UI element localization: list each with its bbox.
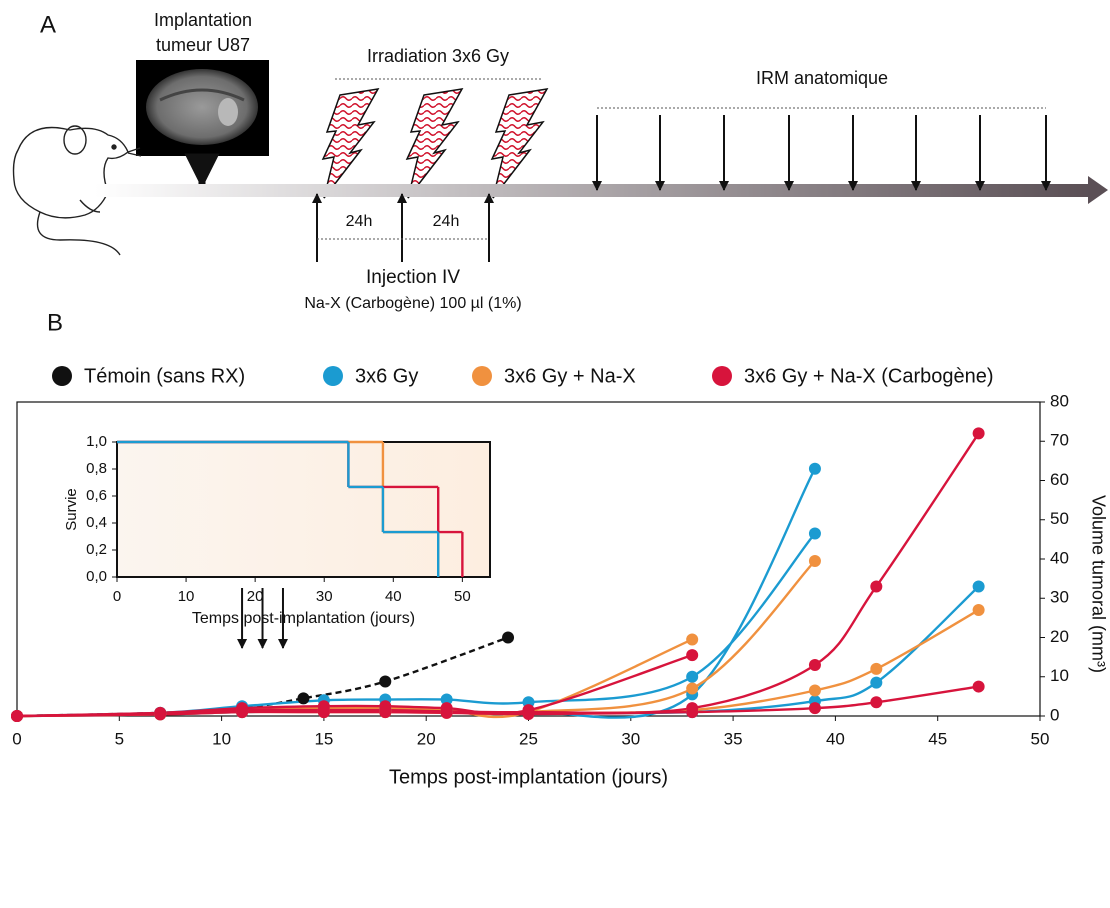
mri-label: IRM anatomique [756, 68, 888, 88]
x-tick-label: 5 [115, 729, 124, 748]
y-tick-label: 0,4 [86, 514, 107, 531]
legend-marker [52, 366, 72, 386]
data-point [870, 676, 883, 689]
y-tick-label: 70 [1050, 431, 1069, 450]
data-point [686, 682, 699, 695]
y-tick-label: 20 [1050, 627, 1069, 646]
y-tick-label: 60 [1050, 470, 1069, 489]
legend-marker [323, 366, 343, 386]
x-tick-label: 10 [178, 588, 195, 605]
y-tick-label: 0,8 [86, 460, 107, 477]
implant-title: tumeur U87 [156, 35, 250, 55]
data-point [808, 554, 821, 567]
x-tick-label: 50 [1031, 729, 1050, 748]
y-tick-label: 30 [1050, 588, 1069, 607]
plot-frame [116, 441, 491, 578]
data-point [972, 680, 985, 693]
injection-title: Injection IV [366, 267, 460, 288]
data-point [870, 580, 883, 593]
irradiation-label: Irradiation 3x6 Gy [367, 46, 509, 66]
legend-marker [472, 366, 492, 386]
y-tick-label: 1,0 [86, 433, 107, 450]
data-point [686, 633, 699, 646]
legend-label: 3x6 Gy + Na-X (Carbogène) [744, 365, 994, 387]
implant-title: Implantation [154, 10, 252, 30]
data-point [502, 631, 515, 644]
y-axis-label: Volume tumoral (mm³) [1088, 495, 1108, 673]
x-tick-label: 25 [519, 729, 538, 748]
data-point [522, 708, 535, 721]
x-tick-label: 20 [417, 729, 436, 748]
x-tick-label: 30 [621, 729, 640, 748]
data-point [440, 706, 453, 719]
x-tick-label: 50 [454, 588, 471, 605]
data-point [972, 427, 985, 440]
mri-image [136, 60, 269, 156]
y-tick-label: 80 [1050, 391, 1069, 410]
panel-label: A [40, 11, 56, 38]
data-point [808, 658, 821, 671]
y-tick-label: 10 [1050, 666, 1069, 685]
data-point [236, 706, 249, 719]
data-point [972, 604, 985, 617]
irradiation-bolt [491, 88, 548, 199]
data-point [379, 706, 392, 719]
y-tick-label: 0,2 [86, 541, 107, 558]
x-tick-label: 0 [12, 729, 21, 748]
legend-label: 3x6 Gy [355, 365, 418, 387]
y-axis-label: Survie [63, 488, 80, 531]
data-point [808, 527, 821, 540]
x-tick-label: 40 [826, 729, 845, 748]
data-point [870, 696, 883, 709]
mouse [12, 125, 142, 256]
panel-label: B [47, 309, 63, 336]
y-tick-label: 40 [1050, 548, 1069, 567]
irradiation-bolt [406, 88, 463, 199]
x-tick-label: 15 [314, 729, 333, 748]
data-point [379, 675, 392, 688]
legend-label: 3x6 Gy + Na-X [504, 365, 636, 387]
data-point [11, 710, 23, 722]
x-tick-label: 0 [113, 588, 121, 605]
data-point [686, 649, 699, 662]
interval-label: 24h [346, 213, 373, 230]
data-point [686, 706, 699, 719]
data-point [808, 684, 821, 697]
x-tick-label: 10 [212, 729, 231, 748]
data-point [297, 692, 310, 705]
data-point [870, 662, 883, 675]
injection-arrows [312, 193, 494, 262]
x-tick-label: 40 [385, 588, 402, 605]
y-tick-label: 0,6 [86, 487, 107, 504]
data-point [972, 580, 985, 593]
x-tick-label: 45 [928, 729, 947, 748]
legend-label: Témoin (sans RX) [84, 365, 245, 387]
legend-marker [712, 366, 732, 386]
data-point [686, 670, 699, 683]
x-axis-label: Temps post-implantation (jours) [389, 766, 668, 788]
series-line [16, 432, 980, 718]
x-axis-label: Temps post-implantation (jours) [192, 610, 415, 627]
series-line [16, 685, 979, 718]
mri-arrows [592, 115, 1051, 191]
y-tick-label: 50 [1050, 509, 1069, 528]
x-tick-label: 30 [316, 588, 333, 605]
data-point [808, 702, 821, 715]
x-tick-label: 35 [724, 729, 743, 748]
injection-detail: Na-X (Carbogène) 100 µl (1%) [304, 295, 521, 312]
data-point [808, 462, 821, 475]
y-tick-label: 0,0 [86, 568, 107, 585]
timeline [95, 176, 1108, 204]
x-tick-label: 20 [247, 588, 264, 605]
interval-label: 24h [433, 213, 460, 230]
data-point [154, 708, 167, 721]
data-point [440, 693, 453, 706]
data-point [317, 706, 330, 719]
irradiation-bolt [322, 88, 379, 199]
y-tick-label: 0 [1050, 705, 1059, 724]
